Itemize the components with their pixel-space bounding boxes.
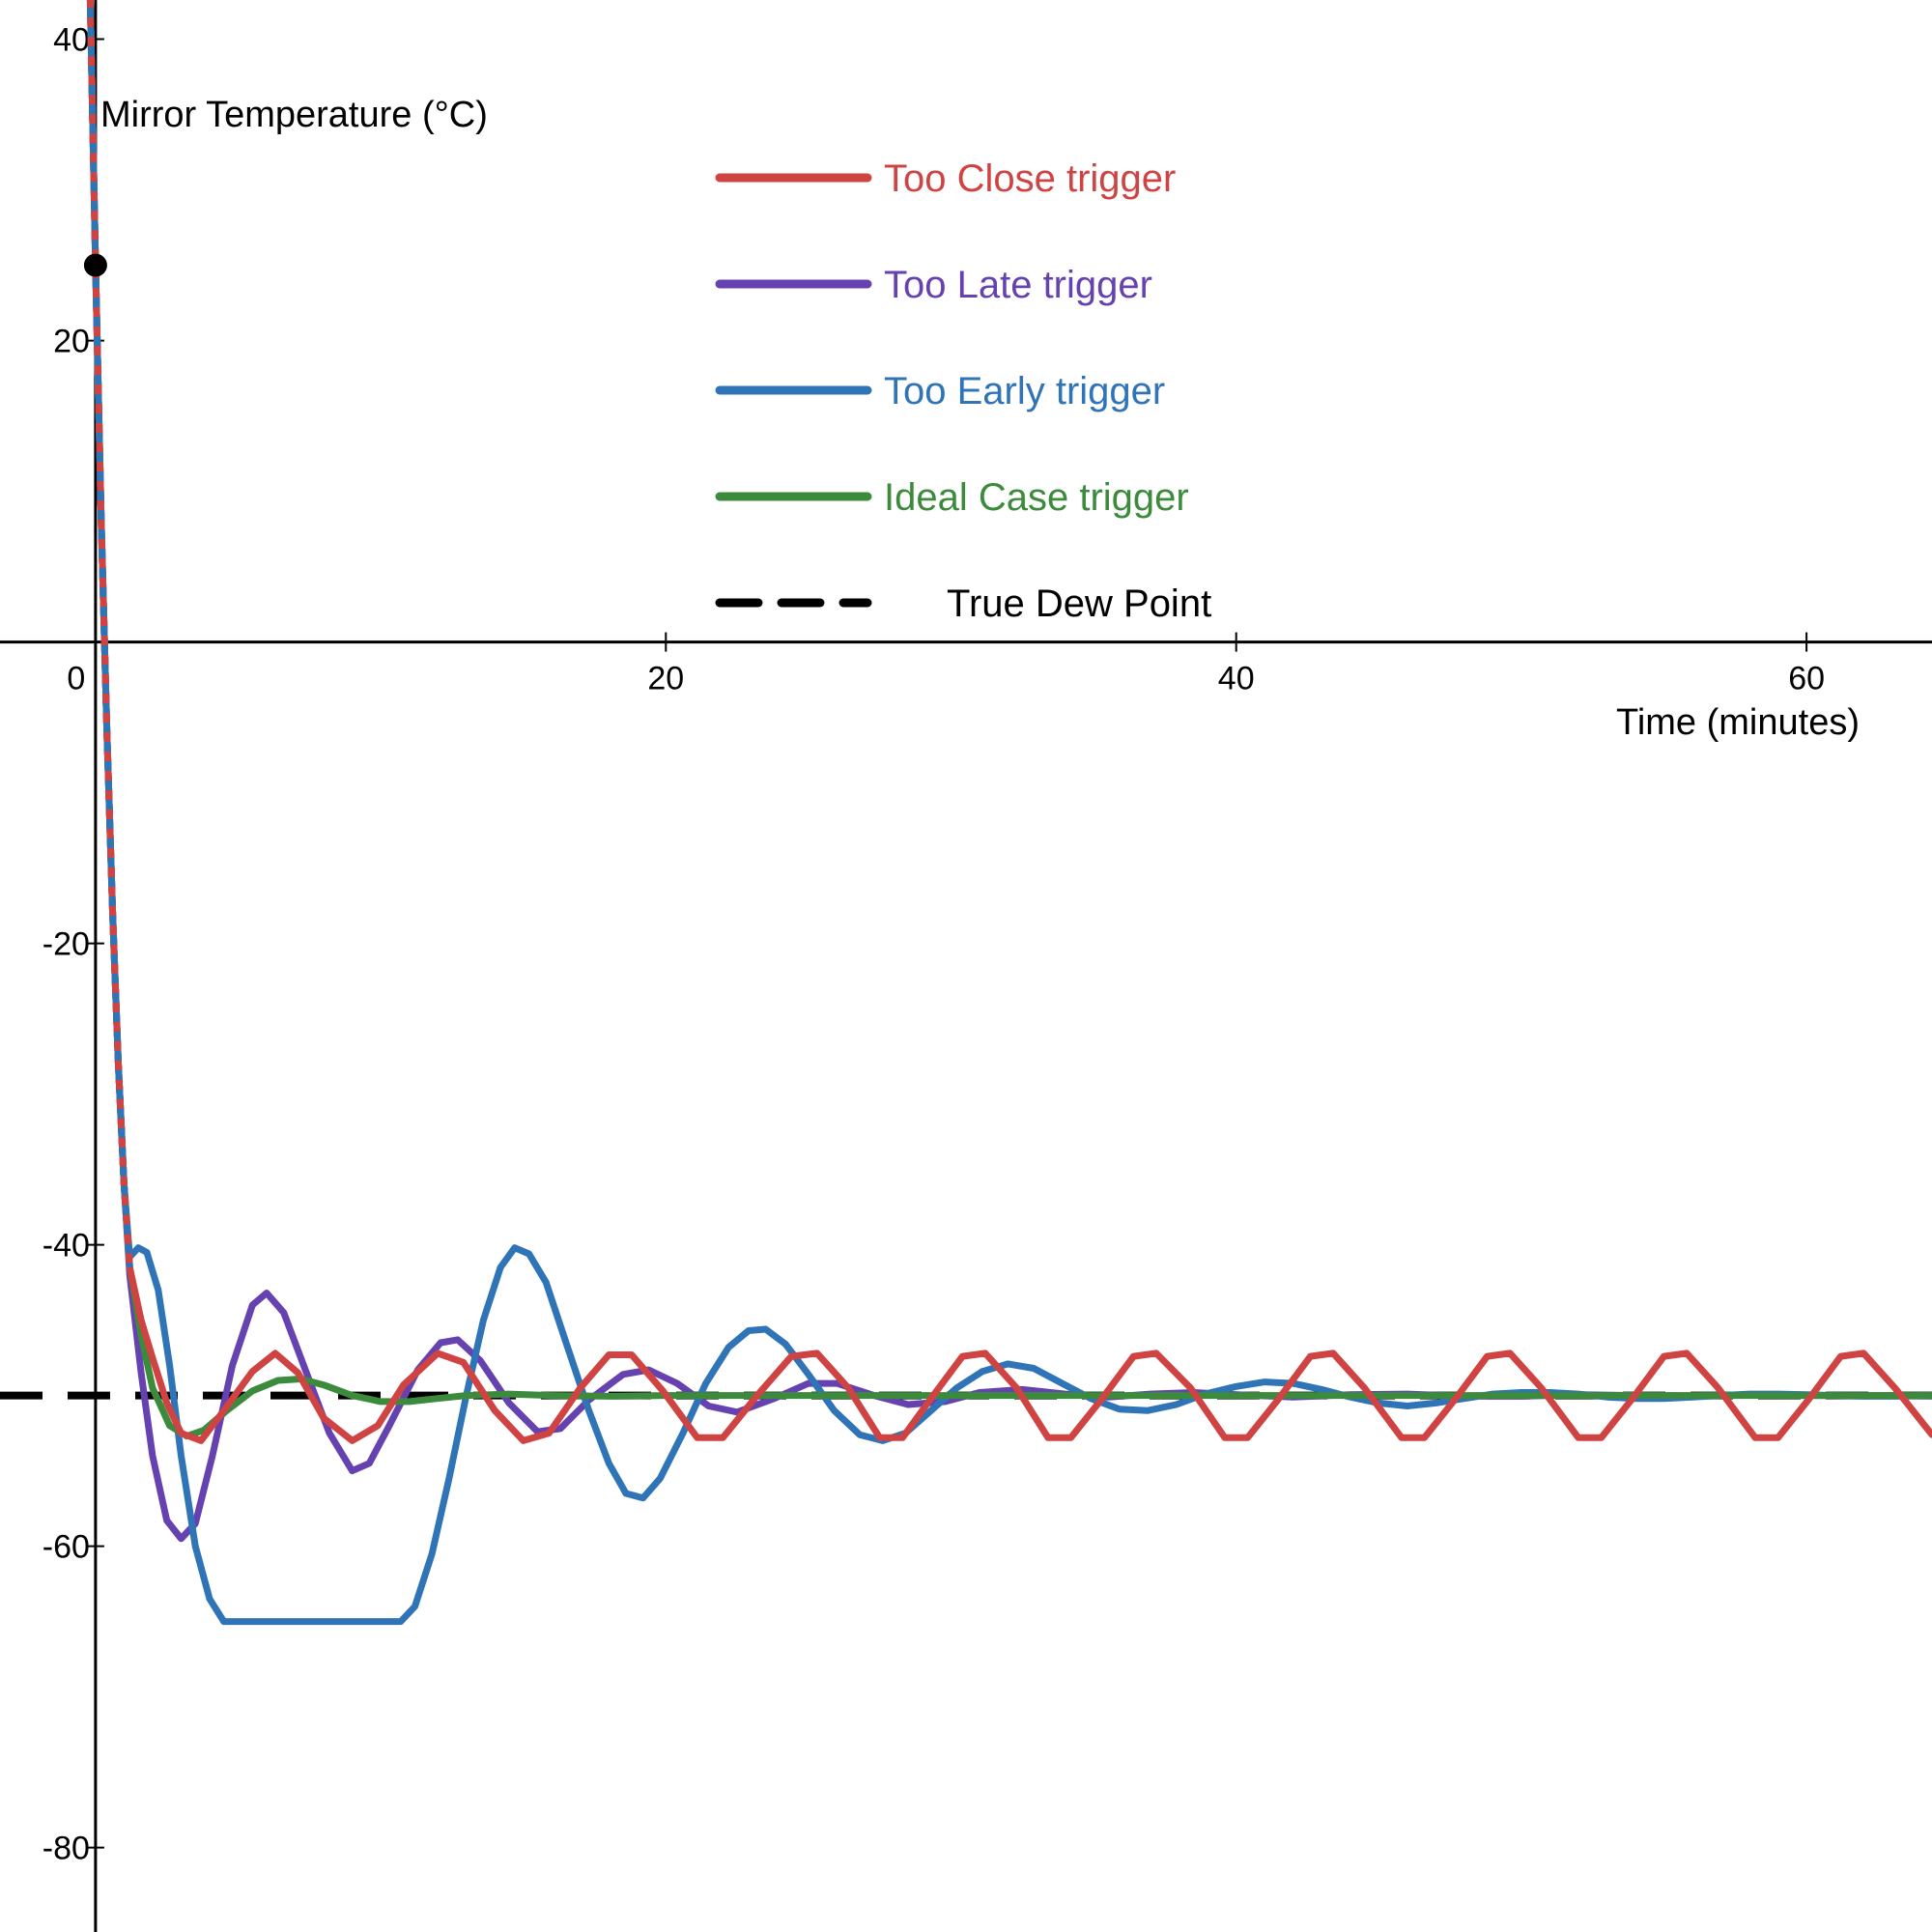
start-point-marker	[83, 253, 107, 277]
x-tick-label: 40	[1218, 661, 1255, 697]
legend-label-too-close-trigger: Too Close trigger	[884, 157, 1176, 200]
legend-label-ideal-case-trigger: Ideal Case trigger	[884, 476, 1189, 519]
y-axis-title: Mirror Temperature (°C)	[100, 95, 488, 135]
y-tick-label: -60	[43, 1529, 90, 1566]
y-tick-label: 40	[53, 22, 90, 59]
series-lines	[0, 0, 1932, 1626]
legend-label-too-early-trigger: Too Early trigger	[884, 370, 1165, 412]
too-late-trigger-line	[86, 0, 1932, 1543]
initial-descent-dash-line	[86, 0, 133, 1268]
x-tick-label: 60	[1788, 661, 1825, 697]
legend-label-too-late-trigger: Too Late trigger	[884, 264, 1152, 306]
legend: Too Close trigger Too Late trigger Too Ear…	[715, 157, 1211, 625]
x-tick-label: 20	[647, 661, 684, 697]
x-tick-label: 0	[67, 661, 85, 697]
x-axis-title: Time (minutes)	[1616, 702, 1860, 743]
y-tick-label: -20	[43, 926, 90, 963]
y-tick-label: 20	[53, 324, 90, 360]
legend-label-true-dew-point: True Dew Point	[947, 582, 1211, 625]
too-close-trigger-line	[86, 0, 1932, 1444]
y-tick-label: -40	[43, 1228, 90, 1264]
y-tick-label: -80	[43, 1831, 90, 1867]
axis-ticks: 0 20 40 60 40 20 -20 -40 -60 -80	[43, 22, 1825, 1867]
